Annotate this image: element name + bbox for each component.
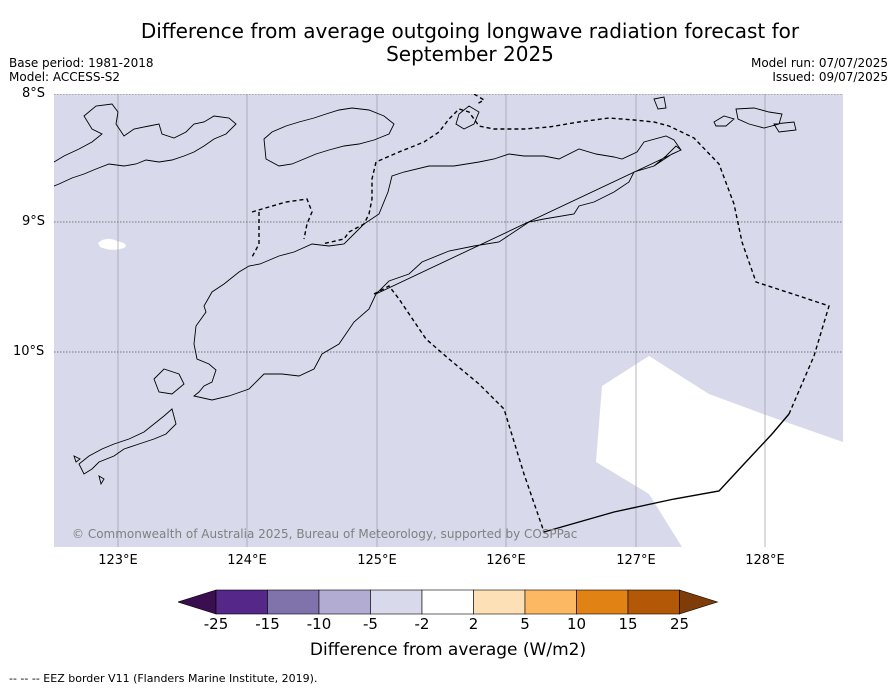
lon-label-127e: 127°E [616, 553, 656, 568]
lat-label-10s: 10°S [13, 344, 45, 359]
north-islands [54, 96, 797, 187]
lon-label-125e: 125°E [357, 553, 397, 568]
colorbar-segment [524, 589, 577, 615]
colorbar-segment [576, 589, 629, 615]
timor-coast [192, 135, 682, 401]
copyright-notice: © Commonwealth of Australia 2025, Bureau… [72, 527, 578, 541]
colorbar-label: Difference from average (W/m2) [309, 640, 587, 660]
meta-right: Model run: 07/07/2025 Issued: 09/07/2025 [751, 56, 888, 84]
lon-label-124e: 124°E [227, 553, 267, 568]
colorbar [178, 589, 719, 615]
colorbar-tick-label: 2 [468, 615, 479, 633]
colorbar-tick-label: -15 [255, 615, 280, 633]
colorbar-tick-label: 15 [618, 615, 638, 633]
white-blob [98, 238, 126, 250]
colorbar-arrow-high [679, 589, 719, 615]
lon-label-123e: 123°E [98, 553, 138, 568]
colorbar-segment [215, 589, 268, 615]
lat-label-9s: 9°S [22, 214, 46, 229]
lat-label-8s: 8°S [22, 86, 46, 101]
model-run: Model run: 07/07/2025 [750, 56, 888, 70]
colorbar-tick-label: 25 [669, 615, 690, 633]
colorbar-tick-label: -25 [203, 615, 229, 633]
colorbar-segment [370, 589, 423, 615]
lon-label-126e: 126°E [486, 553, 526, 568]
southwest-coast [73, 368, 185, 486]
colorbar-arrow-low [178, 589, 217, 615]
colorbar-segment [421, 589, 474, 615]
colorbar-segment [627, 589, 680, 615]
colorbar-tick-label: 5 [520, 615, 530, 633]
eez-footnote: -- -- -- EEZ border V11 (Flanders Marine… [9, 672, 318, 685]
colorbar-segment [267, 589, 320, 615]
coastlines [54, 96, 797, 486]
colorbar-tick-label: -5 [363, 615, 378, 633]
anomaly-field [54, 94, 843, 547]
map-title: Difference from average outgoing longwav… [140, 19, 800, 66]
colorbar-segment [473, 589, 526, 615]
issued-date: Issued: 09/07/2025 [772, 70, 888, 84]
lat-gridlines [54, 94, 843, 353]
colorbar-segment [318, 589, 371, 615]
base-period: Base period: 1981-2018 [9, 56, 154, 70]
meta-left: Base period: 1981-2018 Model: ACCESS-S2 [9, 56, 154, 84]
eez-border [250, 94, 830, 533]
colorbar-tick-label: -10 [306, 615, 332, 633]
model-name: Model: ACCESS-S2 [9, 70, 121, 84]
gridlines [117, 94, 766, 547]
lon-label-128e: 128°E [745, 553, 785, 568]
colorbar-tick-label: 10 [566, 615, 587, 633]
colorbar-tick-label: -2 [414, 615, 430, 633]
map-plot [54, 94, 843, 547]
